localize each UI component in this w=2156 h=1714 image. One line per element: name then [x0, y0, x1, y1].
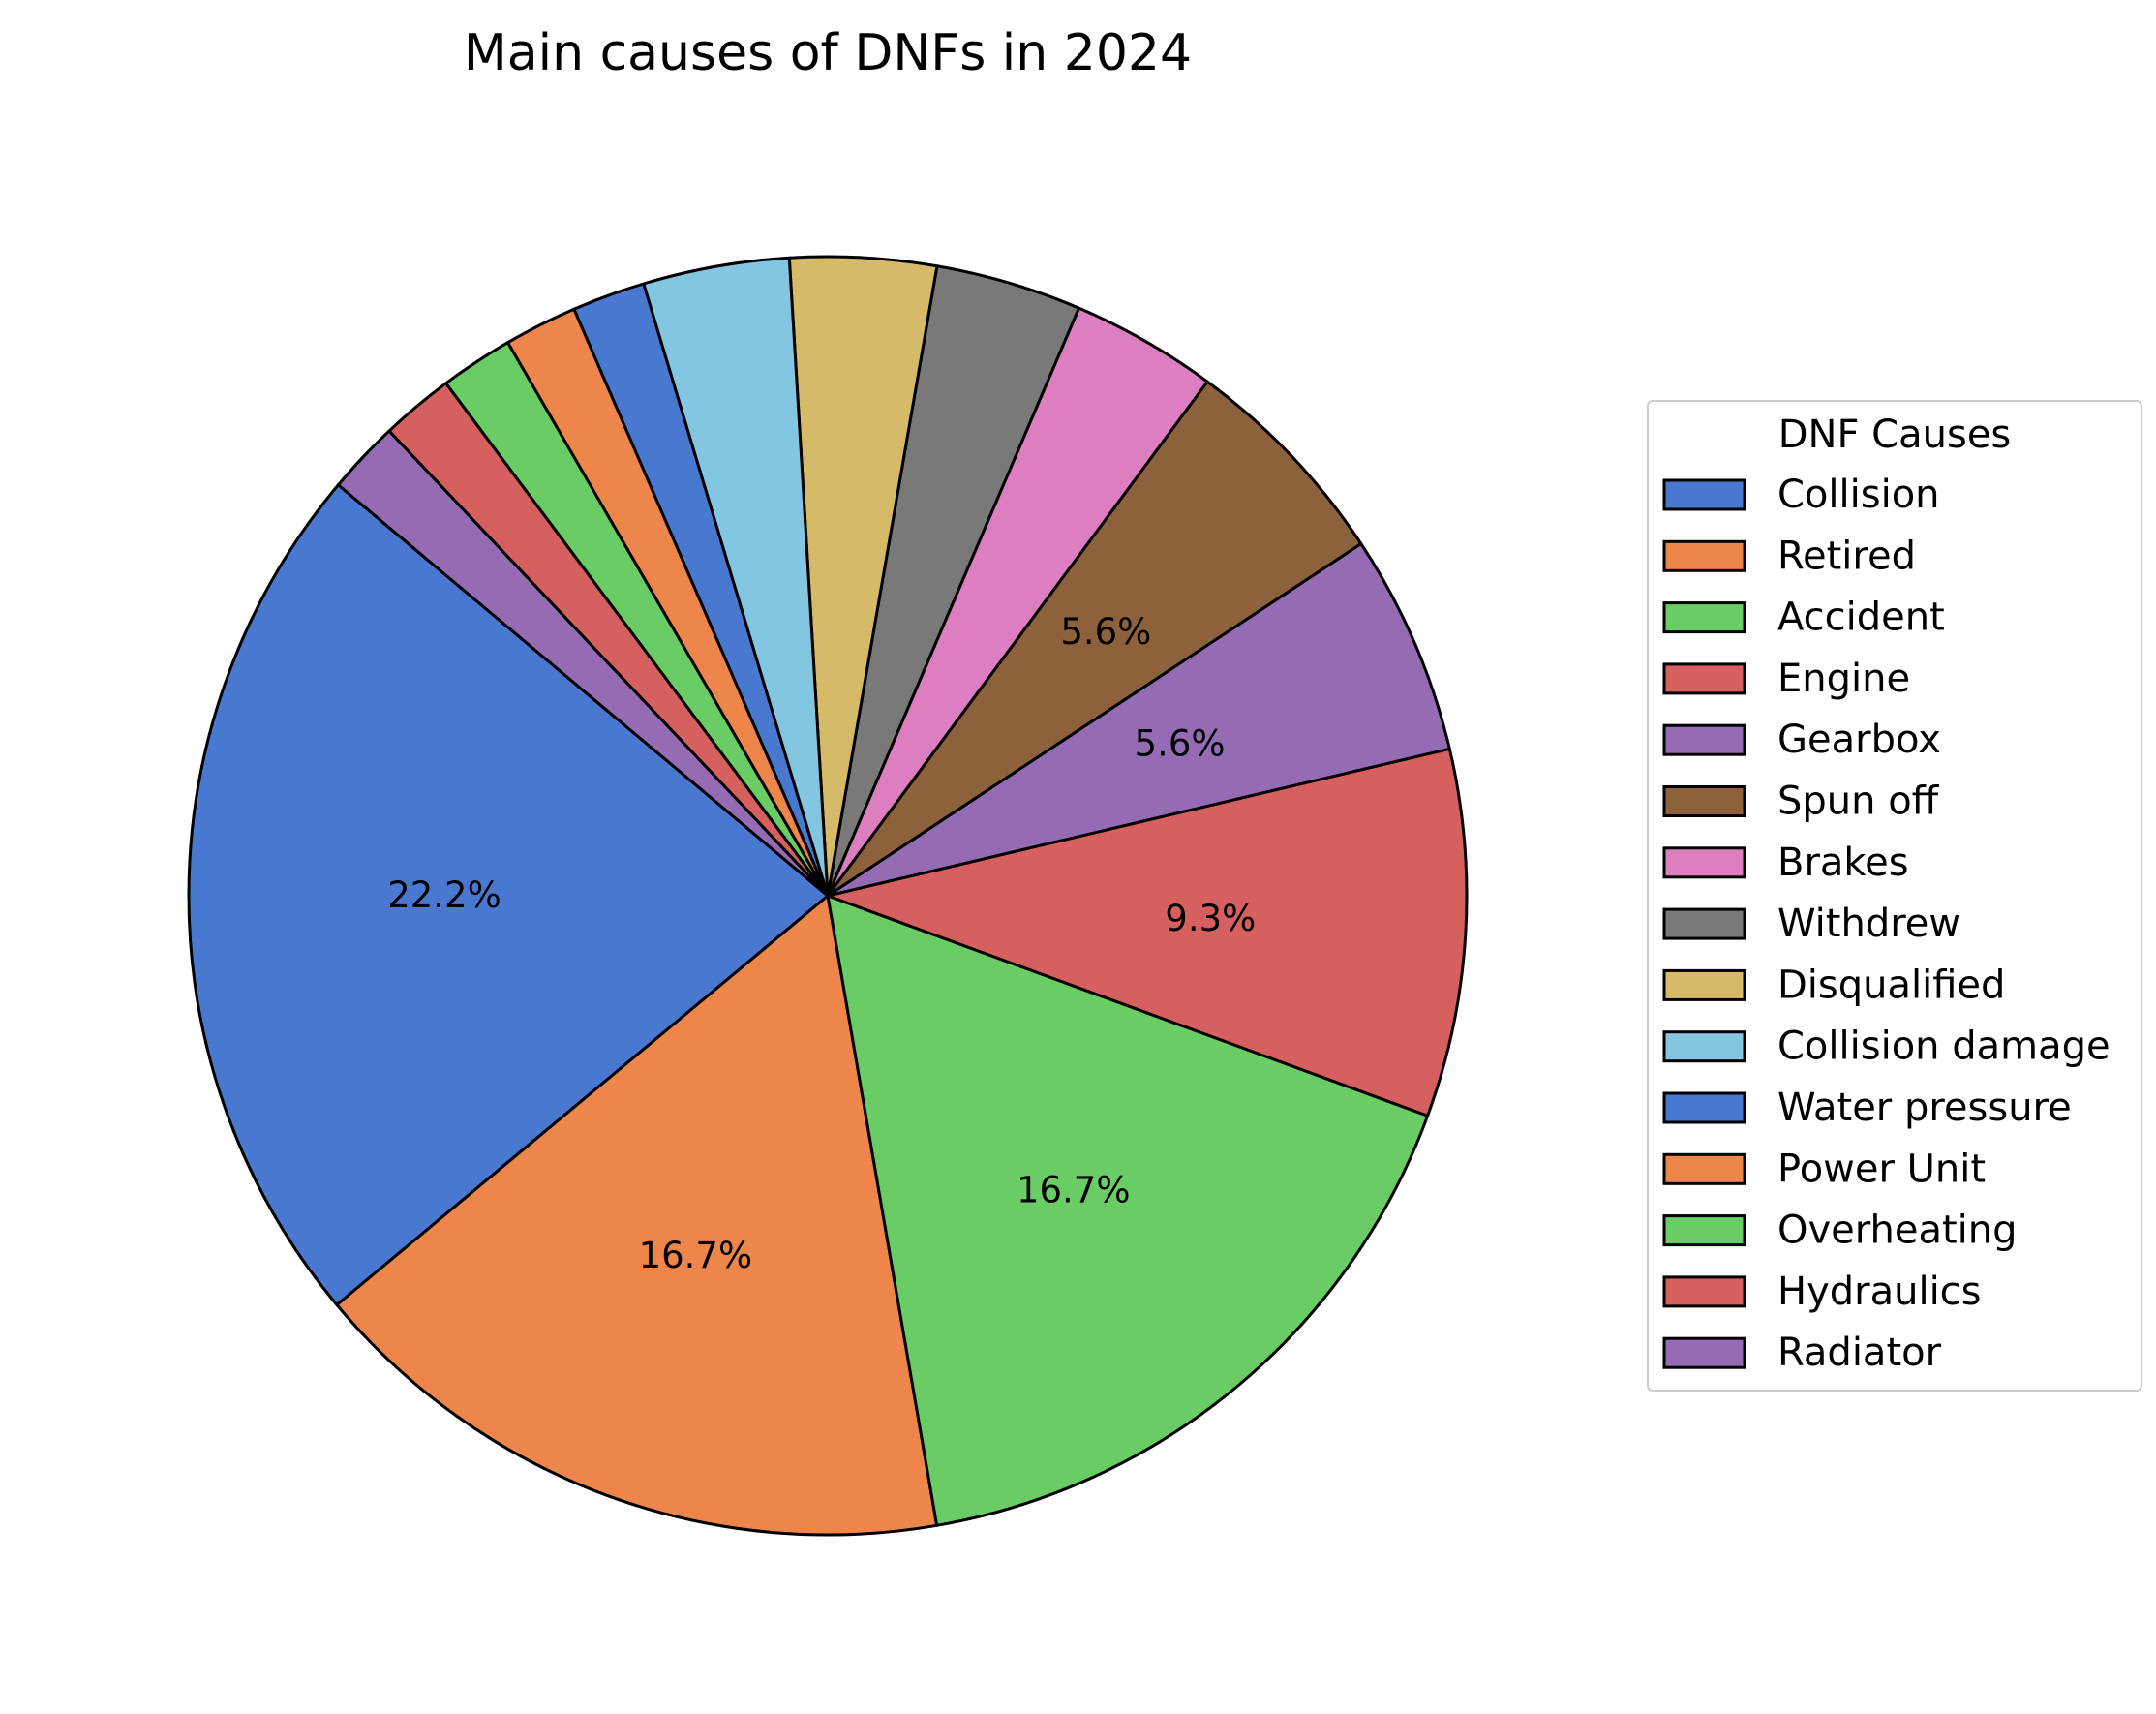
- pie-slice-collision: [187, 483, 830, 1306]
- legend-frame: [1647, 400, 2142, 1392]
- legend-label: Spun off: [1777, 780, 1940, 824]
- legend-item-retired: Retired: [1662, 534, 1916, 578]
- pie-slice-retired: [335, 894, 939, 1537]
- pie-label-spun-off: 5.6%: [1060, 611, 1151, 653]
- legend-title: DNF Causes: [1778, 413, 2012, 457]
- legend-swatch: [1662, 1275, 1746, 1308]
- legend-item-power-unit: Power Unit: [1662, 1147, 1986, 1191]
- legend-swatch: [1662, 968, 1746, 1001]
- legend-swatch: [1662, 1336, 1746, 1369]
- pie-slice-radiator: [336, 429, 830, 898]
- legend-swatch: [1662, 907, 1746, 940]
- legend-label: Collision: [1777, 473, 1940, 517]
- legend-item-overheating: Overheating: [1662, 1209, 2018, 1253]
- legend-swatch: [1662, 1214, 1746, 1247]
- pie-label-retired: 16.7%: [639, 1235, 753, 1276]
- legend-swatch: [1662, 1091, 1746, 1124]
- pie-label-accident: 16.7%: [1017, 1170, 1131, 1211]
- legend-label: Collision damage: [1777, 1025, 2110, 1069]
- legend-swatch: [1662, 1030, 1746, 1063]
- pie-percent-labels: 22.2% 16.7% 16.7% 9.3% 5.6% 5.6%: [387, 611, 1256, 1276]
- legend-label: Hydraulics: [1777, 1270, 1982, 1314]
- legend-item-hydraulics: Hydraulics: [1662, 1270, 1982, 1314]
- legend-item-engine: Engine: [1662, 657, 1910, 701]
- legend-label: Radiator: [1777, 1331, 1942, 1375]
- legend-label: Overheating: [1777, 1209, 2018, 1253]
- pie-label-engine: 9.3%: [1165, 898, 1256, 939]
- pie-slice-engine: [826, 747, 1469, 1117]
- legend-item-brakes: Brakes: [1662, 841, 1909, 885]
- legend-swatch: [1662, 846, 1746, 879]
- legend-item-withdrew: Withdrew: [1662, 902, 1960, 946]
- pie-label-gearbox: 5.6%: [1135, 723, 1226, 765]
- legend-item-accident: Accident: [1662, 596, 1945, 640]
- legend-item-disqualified: Disqualified: [1662, 963, 2005, 1007]
- legend-swatch: [1662, 601, 1746, 634]
- legend-label: Brakes: [1777, 841, 1909, 885]
- legend-label: Retired: [1777, 534, 1916, 578]
- legend-swatch: [1662, 1152, 1746, 1185]
- legend-label: Disqualified: [1777, 963, 2005, 1007]
- legend-item-radiator: Radiator: [1662, 1331, 1942, 1375]
- legend-swatch: [1662, 539, 1746, 572]
- legend-label: Water pressure: [1777, 1086, 2072, 1130]
- legend-label: Gearbox: [1777, 718, 1941, 762]
- legend-swatch: [1662, 478, 1746, 511]
- pie-slices: [187, 255, 1469, 1537]
- legend-item-collision-damage: Collision damage: [1662, 1025, 2110, 1069]
- legend-label: Power Unit: [1777, 1147, 1986, 1191]
- legend-swatch: [1662, 723, 1746, 756]
- legend: DNF Causes Collision Retired Accident Engin…: [1647, 400, 2142, 1392]
- legend-item-water-pressure: Water pressure: [1662, 1086, 2072, 1130]
- legend-items: Collision Retired Accident Engine Gearbox Spu…: [1662, 473, 2110, 1375]
- legend-label: Withdrew: [1777, 902, 1960, 946]
- legend-label: Engine: [1777, 657, 1910, 701]
- legend-swatch: [1662, 662, 1746, 695]
- legend-label: Accident: [1777, 596, 1945, 640]
- pie-slice-accident: [826, 894, 1430, 1527]
- pie-label-collision: 22.2%: [387, 874, 501, 916]
- legend-item-collision: Collision: [1662, 473, 1940, 517]
- pie-slice-spun-off: [826, 380, 1363, 898]
- legend-swatch: [1662, 785, 1746, 817]
- pie-slice-gearbox: [826, 541, 1451, 898]
- legend-item-gearbox: Gearbox: [1662, 718, 1941, 762]
- chart-title: Main causes of DNFs in 2024: [464, 24, 1192, 82]
- legend-item-spun-off: Spun off: [1662, 780, 1940, 824]
